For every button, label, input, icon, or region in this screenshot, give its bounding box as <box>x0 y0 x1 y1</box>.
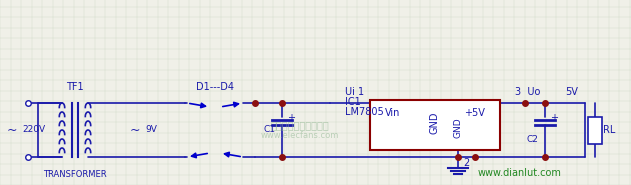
Text: 杭州将睿科技有限公司: 杭州将睿科技有限公司 <box>271 120 329 130</box>
Text: ~: ~ <box>7 124 17 137</box>
Text: Vin: Vin <box>385 108 401 118</box>
Text: GND: GND <box>454 117 463 138</box>
Text: GND: GND <box>430 112 440 134</box>
Text: +: + <box>287 113 295 123</box>
Bar <box>370 100 500 150</box>
Text: TRANSFORMER: TRANSFORMER <box>43 170 107 179</box>
Text: D1---D4: D1---D4 <box>196 82 234 92</box>
Text: 3  Uo: 3 Uo <box>515 87 540 97</box>
Text: +: + <box>550 113 558 123</box>
Text: LM7805: LM7805 <box>345 107 384 117</box>
Text: RL: RL <box>603 125 615 135</box>
Text: www.elecfans.com: www.elecfans.com <box>261 130 339 139</box>
Text: 9V: 9V <box>145 125 157 134</box>
Text: Ui 1: Ui 1 <box>345 87 364 97</box>
Text: 220V: 220V <box>22 125 45 134</box>
Text: +5V: +5V <box>464 108 485 118</box>
Text: C2: C2 <box>526 135 538 144</box>
Text: ~: ~ <box>130 124 140 137</box>
Text: IC1: IC1 <box>345 97 361 107</box>
Text: C1: C1 <box>263 125 275 134</box>
Text: www.dianlut.com: www.dianlut.com <box>478 168 562 178</box>
Bar <box>588 117 602 144</box>
Text: 5V: 5V <box>565 87 578 97</box>
Text: TF1: TF1 <box>66 82 84 92</box>
Text: 2: 2 <box>463 158 469 168</box>
